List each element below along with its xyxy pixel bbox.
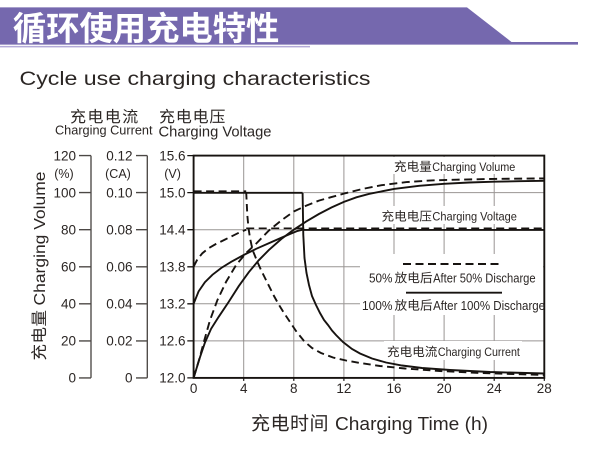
svg-text:(CA): (CA)	[105, 167, 131, 181]
svg-text:40: 40	[61, 297, 76, 312]
svg-text:20: 20	[437, 381, 452, 396]
svg-text:120: 120	[53, 148, 76, 163]
svg-text:80: 80	[61, 223, 76, 238]
svg-text:Charging Volume: Charging Volume	[32, 172, 49, 306]
svg-text:15.6: 15.6	[159, 148, 185, 163]
svg-text:0.10: 0.10	[106, 185, 132, 200]
svg-text:Charging Voltage: Charging Voltage	[159, 124, 272, 141]
svg-text:13.2: 13.2	[159, 297, 185, 312]
svg-text:15.0: 15.0	[159, 185, 185, 200]
svg-text:20: 20	[61, 334, 76, 349]
svg-text:0.08: 0.08	[106, 223, 132, 238]
svg-text:8: 8	[290, 381, 298, 396]
svg-text:16: 16	[386, 381, 401, 396]
svg-text:12: 12	[336, 381, 351, 396]
svg-text:100%: 100%	[362, 299, 393, 313]
svg-text:0.02: 0.02	[106, 334, 132, 349]
svg-text:13.8: 13.8	[159, 260, 185, 275]
svg-text:14.4: 14.4	[159, 223, 186, 238]
svg-text:60: 60	[61, 260, 76, 275]
svg-text:0.06: 0.06	[106, 260, 132, 275]
svg-text:0: 0	[190, 381, 198, 396]
svg-text:4: 4	[240, 381, 248, 396]
svg-text:Charging Time (h): Charging Time (h)	[335, 414, 488, 434]
svg-text:Charging Current: Charging Current	[55, 122, 153, 137]
svg-text:Cycle use charging characteris: Cycle use charging characteristics	[20, 68, 371, 90]
svg-text:12.6: 12.6	[159, 334, 185, 349]
svg-text:Charging Voltage: Charging Voltage	[432, 210, 517, 224]
svg-text:Charging Volume: Charging Volume	[432, 160, 515, 174]
svg-text:After 100% Discharge: After 100% Discharge	[433, 299, 545, 313]
svg-text:(V): (V)	[164, 167, 181, 181]
svg-text:50%: 50%	[369, 271, 393, 285]
svg-text:Charging Current: Charging Current	[438, 345, 520, 359]
svg-text:28: 28	[537, 381, 552, 396]
svg-text:12.0: 12.0	[159, 371, 185, 386]
svg-text:(%): (%)	[54, 167, 73, 181]
svg-text:0.04: 0.04	[106, 297, 133, 312]
svg-text:100: 100	[53, 185, 76, 200]
svg-text:0: 0	[125, 371, 133, 386]
svg-text:24: 24	[487, 381, 503, 396]
svg-text:After 50% Discharge: After 50% Discharge	[433, 271, 535, 285]
svg-text:0.12: 0.12	[106, 148, 132, 163]
svg-text:0: 0	[68, 371, 76, 386]
